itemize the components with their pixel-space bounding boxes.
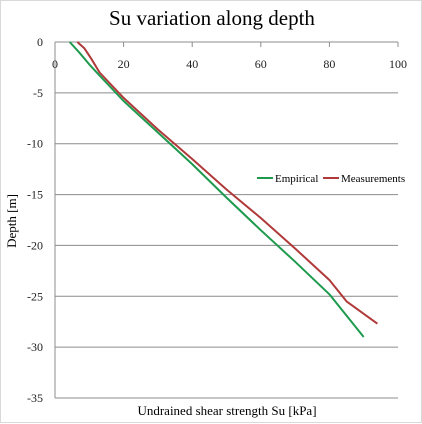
y-tick-label: -10 [27, 137, 43, 151]
y-tick-label: -15 [27, 188, 43, 202]
axes: 0 -5 -10 -15 -20 -25 -30 -35 0 20 40 60 80 100 [27, 35, 407, 405]
x-axis-label: Undrained shear strength Su [kPa] [137, 403, 316, 418]
y-tick-label: -30 [27, 340, 43, 354]
y-tick-label: -25 [27, 289, 43, 303]
legend: Empirical Measurements [257, 173, 405, 185]
gridlines [55, 41, 398, 399]
y-tick-label: 0 [37, 35, 43, 49]
y-tick-label: -20 [27, 238, 43, 252]
y-axis-label: Depth [m] [4, 194, 19, 248]
x-tick-label: 0 [52, 57, 58, 71]
x-tick-label: 100 [389, 57, 407, 71]
x-tick-label: 60 [255, 57, 267, 71]
series-line-empirical [68, 41, 365, 338]
chart-title: Su variation along depth [109, 6, 315, 30]
series-lines [68, 41, 378, 338]
legend-label-empirical: Empirical [275, 173, 318, 185]
series-line-measurements [76, 41, 378, 325]
y-tick-label: -5 [33, 86, 43, 100]
y-tick-label: -35 [27, 391, 43, 405]
x-tick-label: 80 [323, 57, 335, 71]
x-tick-label: 20 [118, 57, 130, 71]
x-tick-label: 40 [186, 57, 198, 71]
legend-label-measurements: Measurements [341, 173, 405, 185]
